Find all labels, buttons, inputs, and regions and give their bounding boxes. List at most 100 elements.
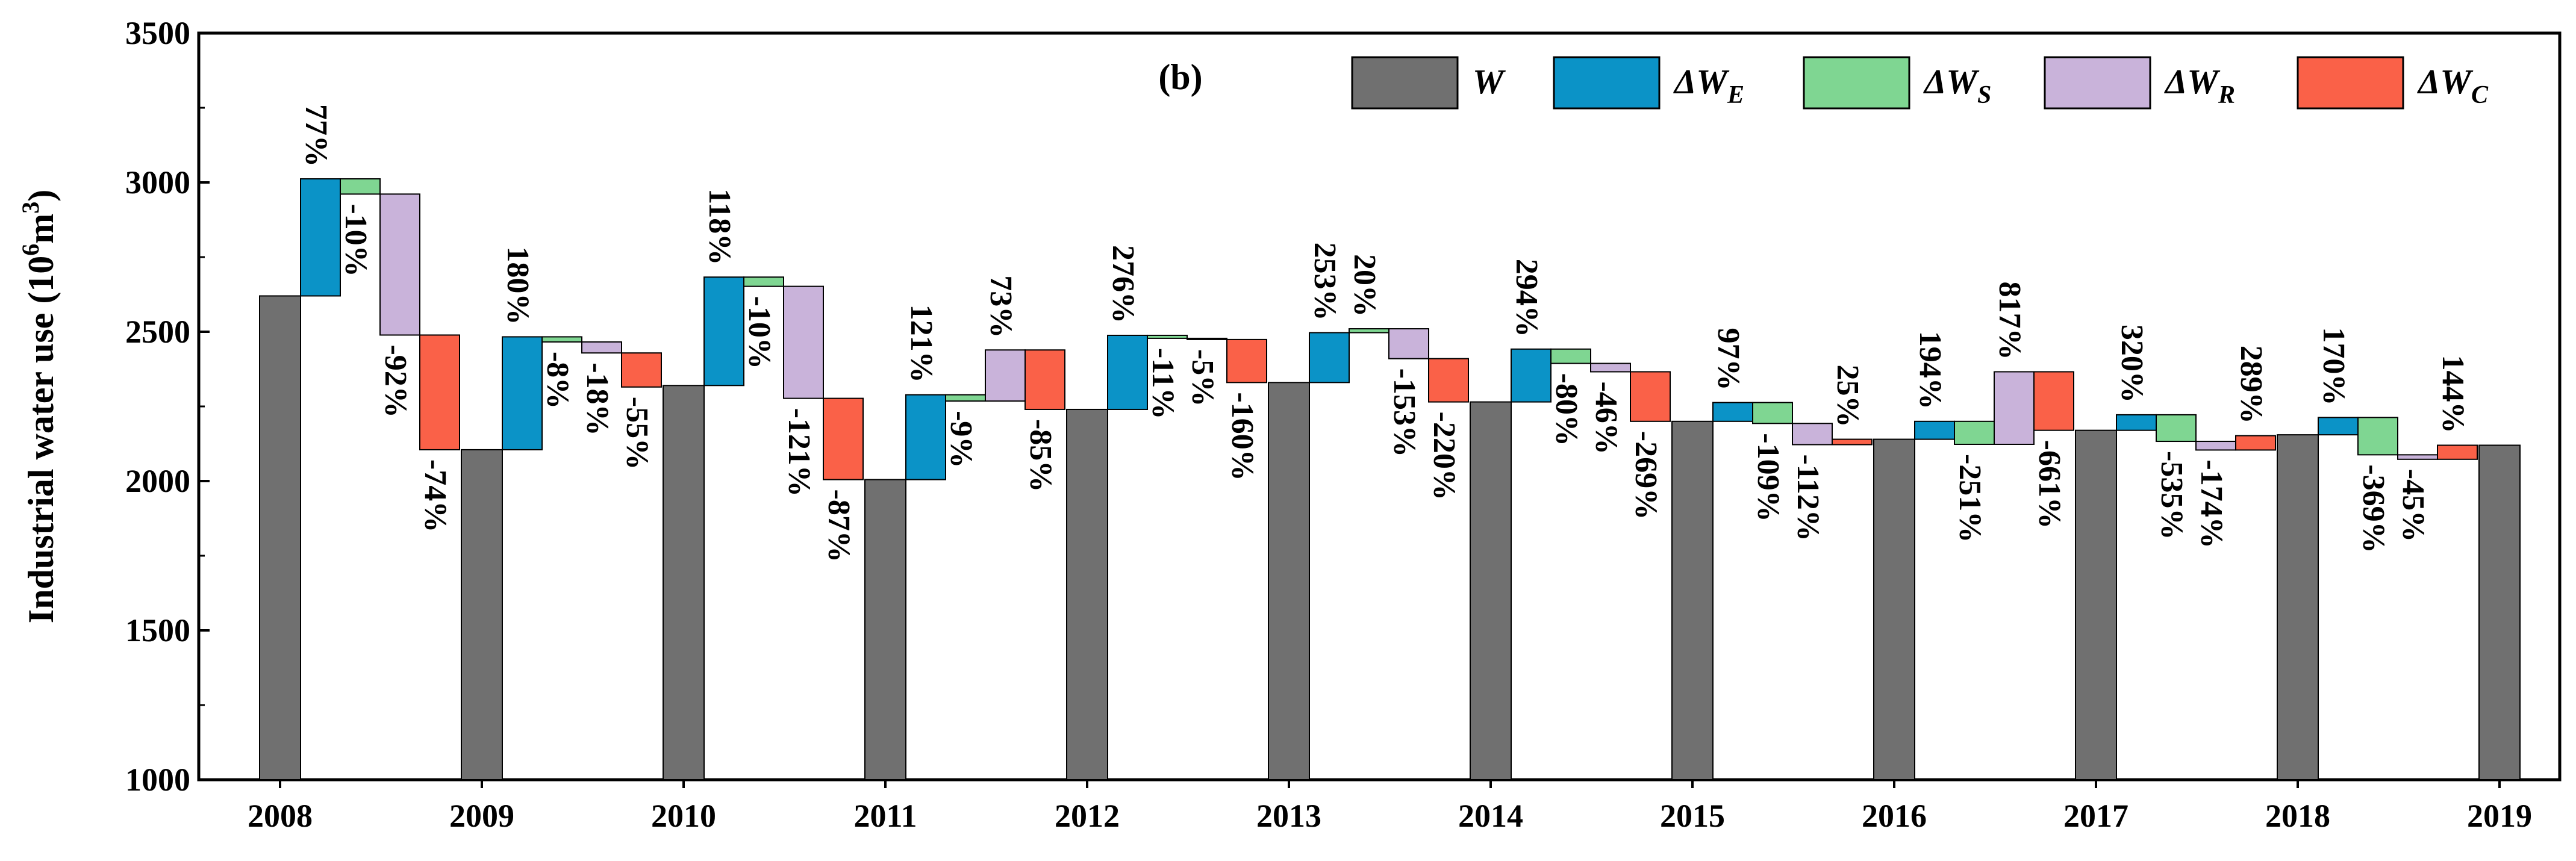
w-bar-2018 [2277,434,2319,780]
delta-c-bar-2016 [2033,371,2074,431]
delta-c-bar-2009 [621,352,662,388]
delta-e-bar-2014 [1511,348,1552,403]
w-bar-2019 [2478,444,2521,780]
value-label-c-2017: 289% [2234,346,2268,424]
delta-r-bar-2018 [2397,454,2438,460]
legend-swatch-w [1351,56,1459,110]
value-label-s-2018: -369% [2356,464,2390,553]
value-label-c-2011: -85% [1023,419,1058,492]
value-labels: 77%-10%-92%-74%180%-8% -18% -55%118%-10%-1… [299,104,2470,562]
x-tick-label-2009: 2009 [449,798,514,834]
delta-s-bar-2013 [1349,328,1389,334]
y-tick-label-3500: 3500 [125,15,190,51]
delta-s-bar-2014 [1550,348,1591,364]
delta-r-bar-2015 [1792,423,1833,446]
delta-r-bar-2011 [985,349,1026,402]
legend: (b) W ΔWE ΔWS ΔWR ΔWC [1158,56,2489,110]
panel-label: (b) [1158,57,1202,97]
x-tick-label-2008: 2008 [248,798,313,834]
x-tick-label-2014: 2014 [1458,798,1523,834]
x-tick-label-2017: 2017 [2063,798,2128,834]
w-bar-2016 [1873,438,1915,780]
value-label-c-2012: -160% [1225,392,1259,480]
value-label-s-2014: -80% [1549,373,1583,446]
value-label-c-2009: -55% [620,397,654,470]
delta-e-bar-2018 [2318,417,2359,436]
x-tick-label-2018: 2018 [2265,798,2330,834]
delta-e-bar-2009 [502,336,543,450]
value-label-e-2017: 320% [2115,325,2149,403]
delta-e-bar-2010 [703,276,744,387]
delta-e-bar-2015 [1712,402,1753,422]
w-bar-2010 [663,385,705,780]
delta-r-bar-2017 [2195,441,2236,451]
y-tick-label-3000: 3000 [125,164,190,200]
legend-swatch-s [1803,56,1910,110]
value-label-r-2018: -45% [2396,469,2430,542]
value-label-c-2013: -220% [1427,412,1461,500]
delta-c-bar-2015 [1832,438,1873,446]
delta-r-bar-2016 [1994,371,2035,445]
value-label-c-2016: -661% [2032,440,2066,529]
x-tick-label-2013: 2013 [1256,798,1321,834]
value-label-s-2009: -8% [540,352,575,409]
x-tick-label-2012: 2012 [1055,798,1120,834]
value-label-e-2016: 194% [1913,331,1947,409]
delta-c-bar-2011 [1024,349,1065,410]
delta-s-bar-2011 [945,394,986,402]
delta-e-bar-2008 [300,178,341,297]
delta-s-bar-2010 [743,276,784,287]
value-label-r-2014: -46% [1589,381,1623,454]
delta-c-bar-2010 [823,397,864,480]
delta-r-bar-2013 [1388,328,1429,359]
x-tick-label-2011: 2011 [853,798,917,834]
legend-swatch-r [2044,56,2151,110]
value-label-e-2008: 77% [299,104,333,167]
delta-s-bar-2008 [340,178,381,195]
value-label-s-2012: -11% [1146,348,1180,419]
delta-s-bar-2016 [1954,420,1995,445]
w-bar-2014 [1470,401,1512,780]
delta-c-bar-2018 [2437,444,2478,460]
delta-c-bar-2008 [419,334,460,450]
legend-label-w: W [1473,62,1506,101]
w-bar-2008 [259,295,301,781]
value-label-c-2014: -269% [1629,431,1663,520]
delta-e-bar-2012 [1107,334,1148,410]
w-bar-2012 [1066,408,1108,780]
w-bar-2013 [1268,382,1310,780]
delta-s-bar-2015 [1752,402,1793,424]
value-label-r-2015: -112% [1791,454,1825,541]
delta-e-bar-2011 [905,394,946,480]
value-label-c-2015: 25% [1830,365,1865,427]
value-label-e-2011: 121% [904,305,938,383]
value-label-c-2010: -87% [822,490,856,562]
value-label-s-2008: -10% [338,204,373,276]
y-axis-title: Industrial water use (106m3) [17,190,61,624]
delta-r-bar-2009 [581,341,622,354]
delta-e-bar-2017 [2116,414,2157,431]
value-label-e-2012: 276% [1106,245,1140,323]
value-label-r-2012: -5% [1185,349,1220,406]
value-label-r-2010: -121% [782,408,816,497]
y-tick-label-2500: 2500 [125,314,190,350]
value-label-s-2016: -251% [1953,454,1987,542]
delta-s-bar-2009 [541,336,582,343]
delta-e-bar-2013 [1309,332,1350,384]
delta-c-bar-2017 [2235,435,2276,451]
value-label-r-2009: -18% [580,362,614,435]
x-tick-label-2010: 2010 [651,798,716,834]
w-bar-2009 [461,449,503,780]
delta-s-bar-2018 [2357,417,2398,456]
value-label-c-2008: -74% [418,459,452,532]
w-bar-2011 [864,479,906,781]
value-label-s-2010: -10% [742,296,776,369]
x-tick-label-2019: 2019 [2467,798,2532,834]
value-label-r-2017: -174% [2194,459,2228,548]
x-tick-label-2015: 2015 [1660,798,1725,834]
value-label-r-2011: 73% [984,275,1018,338]
value-label-r-2016: 817% [1992,281,2027,359]
delta-r-bar-2012 [1187,337,1227,340]
delta-c-bar-2014 [1630,371,1671,422]
